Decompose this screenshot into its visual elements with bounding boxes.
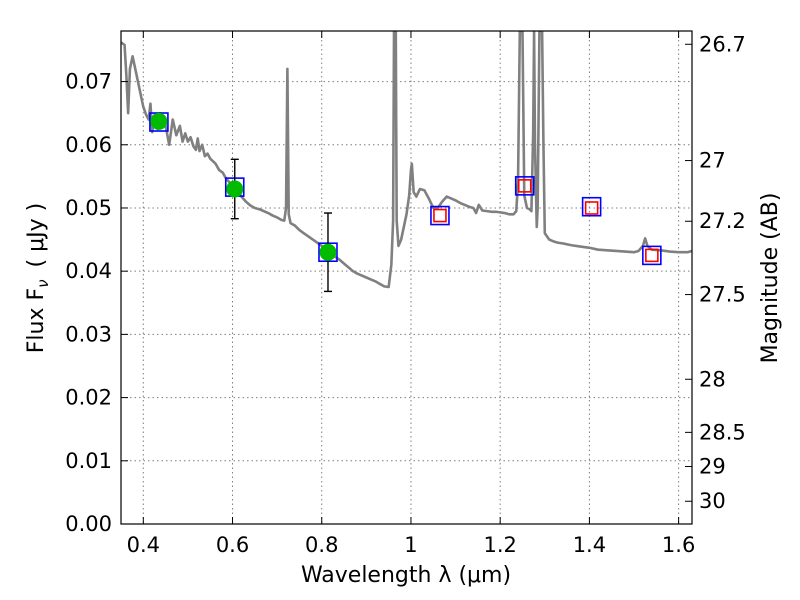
- right-axis-title: Magnitude (AB): [758, 193, 783, 364]
- y-tick-label: 0.06: [65, 133, 112, 157]
- x-tick-label: 1.6: [662, 533, 695, 557]
- magnitude-tick-label: 27.5: [699, 283, 746, 307]
- observed-photometry-point: [226, 180, 244, 198]
- upper-limit-marker: [517, 179, 532, 193]
- magnitude-tick-label: 28: [699, 367, 726, 391]
- y-tick-labels: 0.00 0.01 0.02 0.03 0.04 0.05 0.06 0.07: [65, 70, 112, 536]
- y-axis-title-main: Flux F: [24, 288, 49, 353]
- observed-photometry-point: [150, 112, 168, 130]
- x-tick-labels: 0.4 0.6 0.8 1 1.2 1.4 1.6: [127, 533, 696, 557]
- photometry-layer: [149, 112, 662, 293]
- model-photometry-marker: [430, 205, 450, 226]
- y-axis-title: Flux Fν ( μJy ): [24, 203, 52, 353]
- model-photometry-marker: [514, 176, 535, 196]
- y-tick-label: 0.02: [65, 386, 112, 410]
- spectrum-line: [121, 31, 692, 289]
- y-tick-label: 0.04: [65, 259, 112, 283]
- y-axis-title-subscript: ν: [34, 279, 52, 287]
- y-tick-label: 0.05: [65, 196, 112, 220]
- x-tick-label: 1: [404, 533, 417, 557]
- spectrum-layer: [121, 31, 692, 289]
- x-tick-label: 1.4: [573, 533, 606, 557]
- upper-limit-marker: [584, 201, 599, 215]
- x-tick-label: 1.2: [483, 533, 516, 557]
- magnitude-tick-label: 28.5: [699, 420, 746, 444]
- magnitude-tick-label: 27.2: [699, 209, 746, 233]
- plot-frame: [120, 30, 693, 525]
- y-tick-label: 0.03: [65, 322, 112, 346]
- magnitude-tick-labels: 26.7 27 27.2 27.5 28 28.5 29 30: [699, 32, 746, 513]
- x-axis-title: Wavelength λ (μm): [301, 563, 511, 588]
- observed-photometry-point: [319, 243, 337, 261]
- x-tick-label: 0.4: [127, 533, 160, 557]
- grid-lines: [121, 31, 692, 524]
- y-tick-label: 0.07: [65, 70, 112, 94]
- x-tick-label: 0.6: [216, 533, 249, 557]
- magnitude-tick-label: 27: [699, 149, 726, 173]
- y-axis-title-unit: ( μJy ): [24, 203, 49, 268]
- magnitude-tick-label: 29: [699, 454, 726, 478]
- y-tick-label: 0.01: [65, 449, 112, 473]
- model-photometry-marker: [581, 196, 602, 217]
- tick-marks: [121, 31, 692, 525]
- upper-limit-marker: [645, 248, 659, 263]
- magnitude-tick-label: 30: [699, 489, 726, 513]
- magnitude-tick-label: 26.7: [699, 32, 746, 56]
- y-tick-label: 0.00: [65, 512, 112, 536]
- upper-limit-marker: [433, 208, 447, 223]
- x-tick-label: 0.8: [305, 533, 338, 557]
- model-photometry-marker: [642, 245, 662, 266]
